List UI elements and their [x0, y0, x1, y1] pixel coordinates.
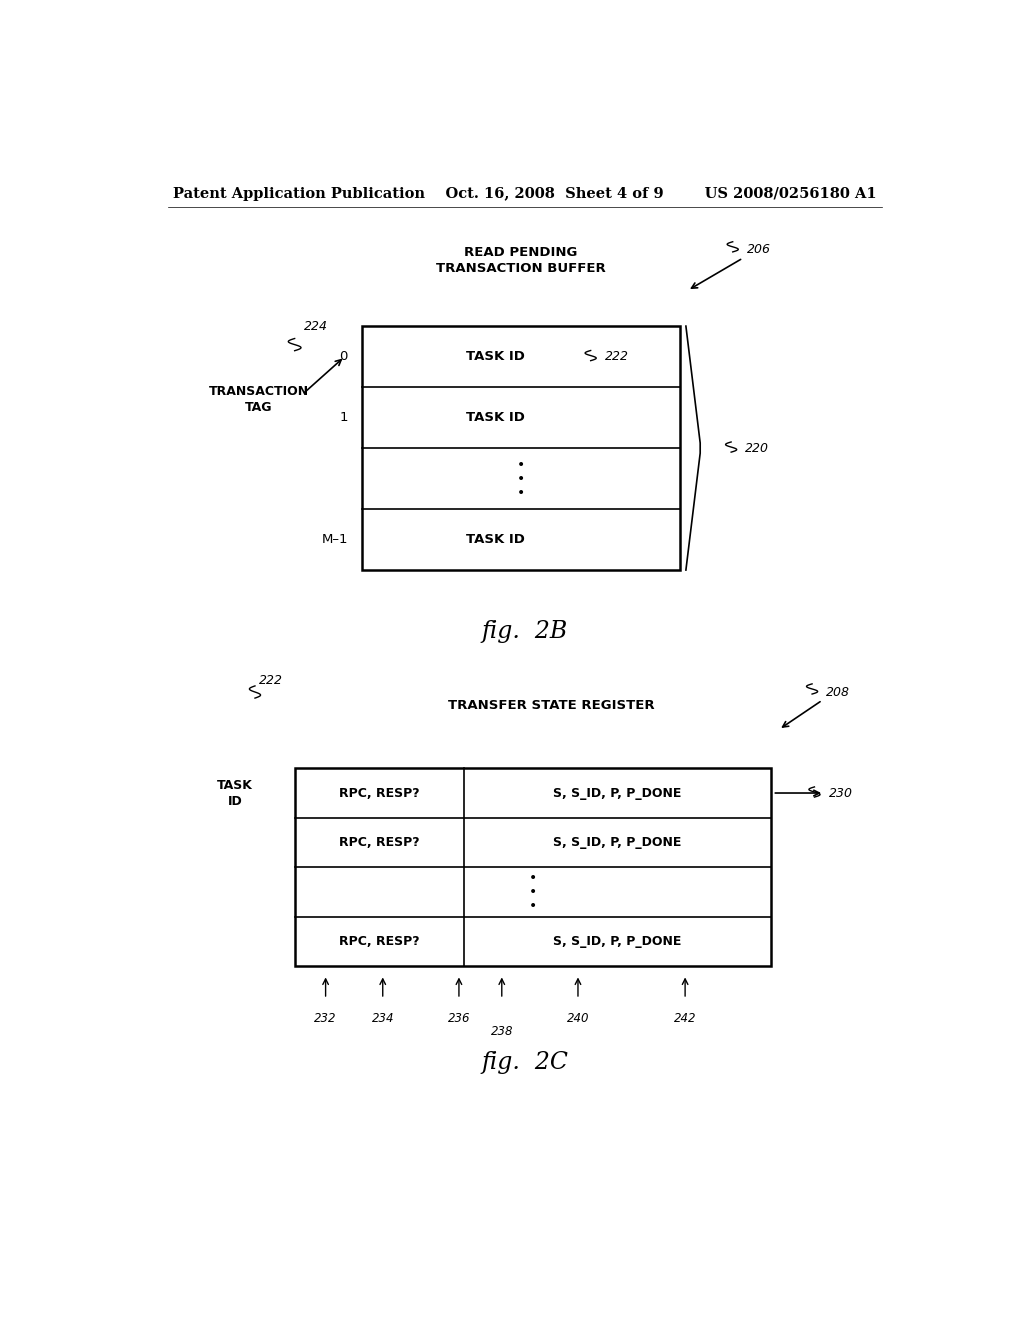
Text: S, S_ID, P, P_DONE: S, S_ID, P, P_DONE: [553, 787, 681, 800]
Text: TASK
ID: TASK ID: [217, 779, 253, 808]
Bar: [362, 326, 680, 570]
Text: RPC, RESP?: RPC, RESP?: [339, 787, 420, 800]
Text: S, S_ID, P, P_DONE: S, S_ID, P, P_DONE: [553, 836, 681, 849]
Text: •
•
•: • • •: [517, 458, 525, 499]
Text: 220: 220: [745, 442, 769, 454]
Text: TASK ID: TASK ID: [466, 533, 525, 546]
Text: 242: 242: [674, 1012, 696, 1026]
Text: TASK ID: TASK ID: [466, 350, 525, 363]
Text: TRANSFER STATE REGISTER: TRANSFER STATE REGISTER: [449, 698, 655, 711]
Text: Patent Application Publication    Oct. 16, 2008  Sheet 4 of 9        US 2008/025: Patent Application Publication Oct. 16, …: [173, 187, 877, 201]
Text: M–1: M–1: [322, 533, 348, 546]
Text: fig.  2C: fig. 2C: [481, 1052, 568, 1074]
Text: •
•
•: • • •: [528, 871, 537, 913]
Bar: [295, 768, 771, 966]
Text: 222: 222: [259, 675, 283, 686]
Text: 232: 232: [314, 1012, 337, 1026]
Text: 240: 240: [566, 1012, 589, 1026]
Text: 234: 234: [372, 1012, 394, 1026]
Text: READ PENDING
TRANSACTION BUFFER: READ PENDING TRANSACTION BUFFER: [436, 246, 606, 275]
Text: 236: 236: [447, 1012, 470, 1026]
Text: RPC, RESP?: RPC, RESP?: [339, 836, 420, 849]
Text: TRANSACTION
TAG: TRANSACTION TAG: [209, 385, 309, 413]
Text: fig.  2B: fig. 2B: [481, 619, 568, 643]
Text: 208: 208: [826, 685, 850, 698]
Text: 1: 1: [339, 411, 348, 424]
Text: 224: 224: [304, 321, 328, 334]
Text: 230: 230: [828, 787, 853, 800]
Text: 206: 206: [748, 243, 771, 256]
Text: 238: 238: [490, 1026, 513, 1039]
Text: S, S_ID, P, P_DONE: S, S_ID, P, P_DONE: [553, 935, 681, 948]
Text: 222: 222: [605, 350, 629, 363]
Text: TASK ID: TASK ID: [466, 411, 525, 424]
Text: 0: 0: [339, 350, 348, 363]
Text: RPC, RESP?: RPC, RESP?: [339, 935, 420, 948]
